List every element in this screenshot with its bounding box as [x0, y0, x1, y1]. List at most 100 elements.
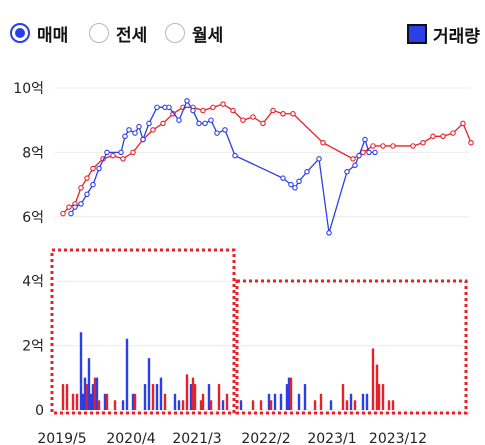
price-point [118, 149, 124, 156]
price-point [60, 210, 66, 217]
volume-bar [133, 393, 137, 410]
radio-monthly[interactable]: 월세 [165, 20, 223, 46]
price-point [372, 149, 378, 156]
price-point [140, 136, 146, 143]
price-point [316, 156, 322, 162]
volume-bar [173, 393, 177, 410]
volume-bar [199, 400, 203, 410]
volume-bar [353, 400, 357, 410]
y-tick-label: 4억 [22, 274, 44, 290]
volume-bar [371, 348, 375, 410]
price-point [68, 210, 74, 217]
volume-bar [251, 400, 255, 410]
volume-bar [163, 393, 167, 410]
y-tick-label: 2억 [22, 339, 44, 355]
volume-bar [319, 393, 323, 410]
radio-trade-label: 매매 [37, 25, 69, 46]
volume-bar [341, 384, 345, 410]
volume-bar [201, 393, 205, 410]
price-point [166, 104, 172, 111]
price-point [176, 117, 182, 123]
price-point [366, 149, 372, 156]
volume-checkbox[interactable] [407, 24, 427, 44]
volume-bars [61, 332, 395, 410]
price-point [410, 143, 416, 149]
price-point [214, 130, 220, 136]
price-point [352, 162, 358, 169]
price-point [440, 133, 446, 140]
price-point [160, 120, 166, 127]
volume-bar [125, 338, 129, 410]
price-point [90, 181, 96, 188]
price-point [320, 139, 326, 146]
volume-bar [71, 393, 75, 410]
price-point [126, 127, 132, 133]
volume-bar [297, 393, 301, 410]
price-point [146, 120, 152, 127]
price-point [132, 130, 138, 136]
volume-bar [89, 393, 93, 410]
volume-bar [345, 400, 349, 410]
x-tick-label: 2023/1 [307, 431, 356, 445]
volume-bar [313, 400, 317, 410]
volume-label: 거래량 [433, 26, 480, 47]
price-point [154, 104, 160, 111]
x-tick-label: 2019/5 [37, 431, 86, 445]
price-point [208, 117, 214, 123]
price-point [130, 149, 136, 156]
radio-jeonse[interactable]: 전세 [89, 20, 147, 46]
radio-monthly-label: 월세 [192, 25, 224, 46]
price-point [110, 152, 116, 159]
price-point [184, 98, 190, 104]
price-point [280, 111, 286, 117]
radio-trade[interactable]: 매매 [10, 20, 68, 46]
highlight-box-left [50, 248, 236, 415]
price-point [136, 123, 142, 130]
price-point [72, 204, 78, 210]
price-point [210, 104, 216, 111]
price-point [356, 152, 362, 159]
radio-jeonse-circle[interactable] [89, 23, 109, 43]
volume-bar [97, 400, 101, 410]
volume-bar [225, 393, 229, 410]
price-point [280, 175, 286, 181]
volume-bar [147, 358, 151, 410]
price-point [240, 117, 246, 123]
price-lines [60, 98, 474, 236]
volume-bar [285, 384, 289, 410]
price-point [380, 143, 386, 149]
price-point [202, 120, 208, 127]
volume-bar [221, 400, 225, 410]
volume-bar [143, 384, 147, 410]
price-point [460, 120, 466, 127]
price-point [362, 136, 368, 143]
radio-trade-circle[interactable] [10, 23, 30, 43]
price-point [232, 152, 238, 159]
volume-bar [207, 384, 211, 410]
volume-bar [181, 400, 185, 410]
radio-jeonse-label: 전세 [116, 25, 148, 46]
price-point [468, 139, 474, 146]
radio-monthly-circle[interactable] [165, 23, 185, 43]
volume-bar [81, 393, 85, 410]
volume-bar [151, 384, 155, 410]
price-point [66, 204, 72, 210]
price-point [450, 130, 456, 136]
price-point [120, 156, 126, 162]
price-point [150, 127, 156, 133]
price-point [270, 107, 276, 114]
volume-bar [239, 400, 243, 410]
price-point [222, 127, 228, 133]
price-point [196, 120, 202, 127]
volume-bar [159, 377, 163, 410]
axis-labels: 10억 8억 6억 4억 2억 0 2019/5 2020/4 2021/3 2022/2 2023… [13, 81, 427, 445]
volume-bar [87, 358, 91, 410]
volume-bar [349, 393, 353, 410]
price-point [220, 101, 226, 107]
price-volume-chart: 10억 8억 6억 4억 2억 0 2019/5 2020/4 2021/3 2022/2 2023… [13, 81, 474, 445]
volume-toggle[interactable]: 거래량 [407, 22, 480, 47]
price-point [420, 139, 426, 146]
volume-bar [259, 400, 263, 410]
price-point [230, 107, 236, 114]
volume-bar [361, 393, 365, 410]
